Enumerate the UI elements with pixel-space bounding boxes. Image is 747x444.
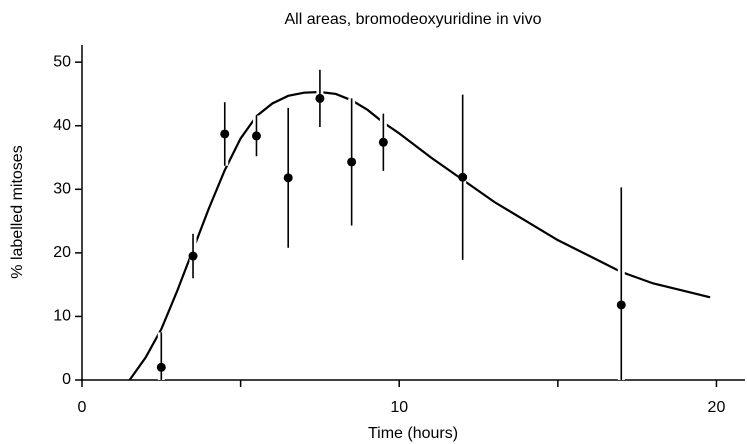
fit-curve (128, 90, 711, 381)
x-tick-label: 20 (708, 399, 726, 416)
data-point (156, 362, 166, 372)
x-tick-label: 0 (78, 399, 87, 416)
y-axis-label: % labelled mitoses (9, 145, 26, 278)
data-point (378, 137, 388, 147)
data-point (458, 172, 468, 182)
y-tick-label: 30 (53, 181, 71, 198)
data-point (315, 93, 325, 103)
data-point (616, 300, 626, 310)
y-tick-label: 10 (53, 308, 71, 325)
y-tick-label: 0 (62, 371, 71, 388)
data-point (347, 157, 357, 167)
data-point (251, 131, 261, 141)
data-point (283, 173, 293, 183)
data-point (220, 129, 230, 139)
data-point (188, 251, 198, 261)
y-tick-label: 40 (53, 117, 71, 134)
y-tick-label: 20 (53, 244, 71, 261)
x-axis-label: Time (hours) (368, 425, 458, 442)
y-tick-label: 50 (53, 53, 71, 70)
x-tick-label: 10 (390, 399, 408, 416)
chart-title: All areas, bromodeoxyuridine in vivo (284, 11, 541, 28)
